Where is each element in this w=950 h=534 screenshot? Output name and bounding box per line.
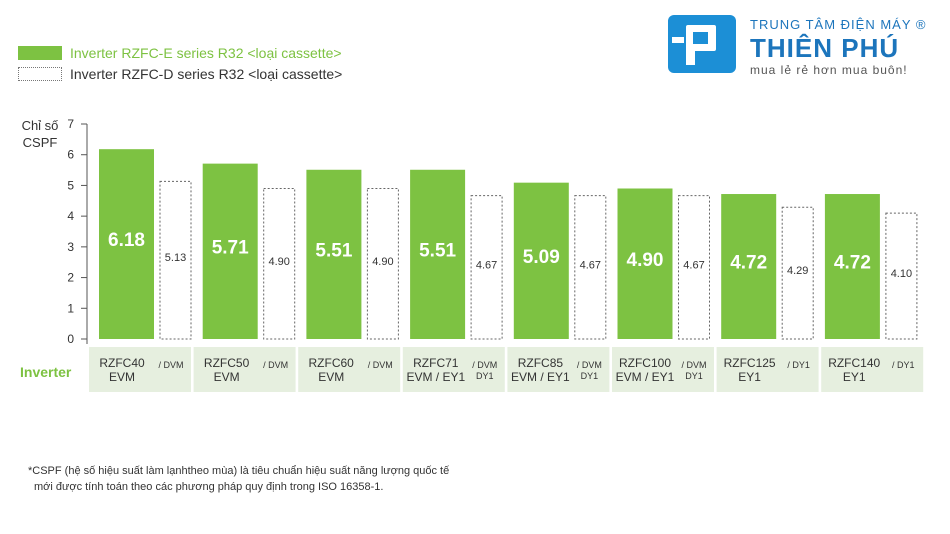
bar-e-value-label: 5.51 xyxy=(419,240,456,261)
bar-e-value-label: 5.51 xyxy=(315,240,352,261)
legend-item-e-series: Inverter RZFC-E series R32 <loại cassett… xyxy=(18,44,342,62)
legend-swatch-green xyxy=(18,46,62,60)
legend-swatch-dotted xyxy=(18,67,62,81)
category-d-suffix-label: / DVM xyxy=(263,360,288,370)
category-box xyxy=(89,347,191,392)
category-box xyxy=(716,347,819,392)
category-box xyxy=(612,347,714,392)
y-tick-label: 5 xyxy=(67,178,74,192)
bar-e-value-label: 4.72 xyxy=(834,253,871,274)
bar-d-series xyxy=(366,188,399,340)
category-e-model-label: EVM / EY1 xyxy=(511,370,570,384)
bar-d-series xyxy=(678,195,710,340)
bar-d-series xyxy=(781,206,814,340)
brand-logo-icon xyxy=(668,15,736,73)
bar-d-value-label: 4.29 xyxy=(787,265,808,277)
y-tick-label: 2 xyxy=(67,271,74,285)
bar-e-series xyxy=(824,194,880,339)
bar-d-series xyxy=(263,188,296,340)
bar-d-series xyxy=(159,180,192,340)
category-d-suffix-label: DY1 xyxy=(476,371,494,381)
y-tick-label: 1 xyxy=(67,301,74,315)
brand-slogan: mua lẻ rẻ hơn mua buôn! xyxy=(750,63,908,77)
bar-e-series xyxy=(202,163,258,339)
category-e-model-label: EVM / EY1 xyxy=(406,370,465,384)
category-box xyxy=(298,347,401,392)
category-e-model-label: RZFC100 xyxy=(619,356,671,370)
footnote-line1: *CSPF (hệ số hiệu suất làm lạnhtheo mùa)… xyxy=(28,465,450,477)
bar-e-value-label: 4.72 xyxy=(730,253,767,274)
category-d-suffix-label: / DVM xyxy=(368,360,393,370)
brand-line1: TRUNG TÂM ĐIỆN MÁY xyxy=(750,17,912,32)
category-e-model-label: EVM xyxy=(109,370,135,384)
category-box xyxy=(193,347,296,392)
bar-d-value-label: 4.67 xyxy=(683,259,704,271)
row-label-inverter: Inverter xyxy=(20,364,72,380)
bar-d-value-label: 4.67 xyxy=(580,259,601,271)
y-tick-label: 3 xyxy=(67,240,74,254)
category-e-model-label: RZFC85 xyxy=(518,356,564,370)
y-tick-label: 0 xyxy=(67,332,74,346)
bar-d-series xyxy=(885,212,918,340)
category-box xyxy=(821,347,924,392)
category-d-suffix-label: / DVM xyxy=(681,360,706,370)
y-axis-title: CSPF xyxy=(23,135,58,150)
category-d-suffix-label: / DVM xyxy=(158,360,183,370)
category-e-model-label: RZFC40 xyxy=(99,356,145,370)
category-e-model-label: RZFC50 xyxy=(204,356,250,370)
category-box xyxy=(402,347,505,392)
brand-logo: TRUNG TÂM ĐIỆN MÁY ® THIÊN PHÚ mua lẻ rẻ… xyxy=(668,15,943,77)
bar-e-series xyxy=(410,169,466,339)
category-e-model-label: EVM / EY1 xyxy=(616,370,675,384)
y-tick-label: 6 xyxy=(67,148,74,162)
category-e-model-label: RZFC60 xyxy=(309,356,355,370)
legend-label-e-series: Inverter RZFC-E series R32 <loại cassett… xyxy=(70,45,342,61)
footnote-line2: mới được tính toán theo các phương pháp … xyxy=(34,481,384,493)
category-box xyxy=(507,347,610,392)
bar-e-series xyxy=(721,194,777,339)
category-e-model-label: EVM xyxy=(214,370,240,384)
legend-label-d-series: Inverter RZFC-D series R32 <loại cassett… xyxy=(70,66,343,82)
footnote: *CSPF (hệ số hiệu suất làm lạnhtheo mùa)… xyxy=(28,463,449,495)
bar-d-value-label: 4.67 xyxy=(476,259,497,271)
bar-d-value-label: 4.10 xyxy=(891,268,912,280)
category-e-model-label: RZFC71 xyxy=(413,356,459,370)
bar-e-value-label: 5.71 xyxy=(212,237,249,258)
bar-e-value-label: 5.09 xyxy=(523,247,560,268)
bar-d-value-label: 5.13 xyxy=(165,252,186,264)
brand-name: THIÊN PHÚ xyxy=(750,33,900,63)
category-e-model-label: RZFC140 xyxy=(828,356,880,370)
category-d-suffix-label: / DY1 xyxy=(892,360,915,370)
bar-e-series xyxy=(99,149,154,339)
category-e-model-label: EY1 xyxy=(738,370,761,384)
bar-e-series xyxy=(513,182,569,339)
category-d-suffix-label: / DY1 xyxy=(787,360,810,370)
bar-d-value-label: 4.90 xyxy=(372,256,393,268)
y-tick-label: 7 xyxy=(67,117,74,131)
bar-d-value-label: 4.90 xyxy=(268,256,289,268)
brand-registered: ® xyxy=(915,17,927,32)
legend: Inverter RZFC-E series R32 <loại cassett… xyxy=(18,44,342,86)
bar-d-series xyxy=(470,195,503,340)
bar-e-value-label: 6.18 xyxy=(108,230,145,251)
category-d-suffix-label: / DVM xyxy=(577,360,602,370)
category-d-suffix-label: DY1 xyxy=(581,371,599,381)
legend-item-d-series: Inverter RZFC-D series R32 <loại cassett… xyxy=(18,65,342,83)
category-e-model-label: EY1 xyxy=(843,370,866,384)
y-tick-label: 4 xyxy=(67,209,74,223)
bar-e-value-label: 4.90 xyxy=(627,250,664,271)
category-d-suffix-label: DY1 xyxy=(685,371,703,381)
bar-e-series xyxy=(306,169,362,339)
category-d-suffix-label: / DVM xyxy=(472,360,497,370)
category-e-model-label: EVM xyxy=(318,370,344,384)
bar-e-series xyxy=(617,188,673,339)
category-e-model-label: RZFC125 xyxy=(724,356,776,370)
bar-d-series xyxy=(574,195,607,340)
y-axis-title: Chỉ số xyxy=(22,118,59,133)
